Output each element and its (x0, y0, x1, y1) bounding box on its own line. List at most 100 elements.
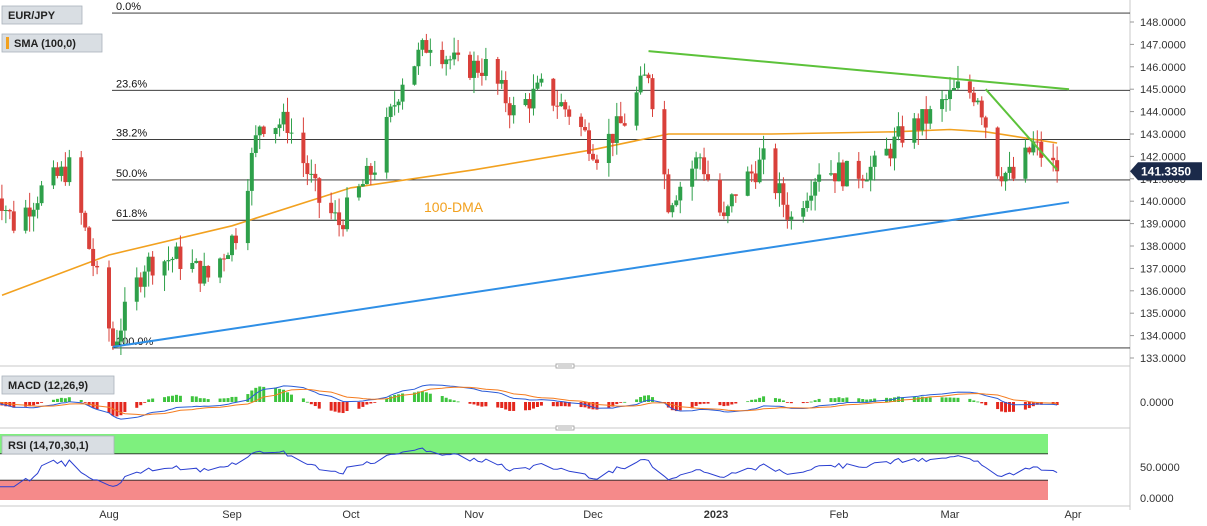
candle-body (610, 133, 615, 143)
candle (745, 166, 750, 197)
macd-histogram-bar (587, 402, 591, 409)
candle-body (452, 52, 457, 60)
fib-label: 0.0% (116, 1, 141, 13)
candle (396, 99, 401, 113)
candle (218, 257, 223, 284)
macd-histogram-bar (555, 402, 559, 407)
rsi-overbought-zone (0, 434, 1048, 454)
macd-histogram-bar (416, 391, 420, 402)
macd-histogram-bar (51, 399, 55, 402)
candle (694, 151, 699, 181)
month-label: Feb (829, 509, 848, 521)
candle-body (507, 103, 512, 116)
candle-body (975, 100, 980, 103)
macd-histogram-bar (781, 400, 785, 402)
candle-body (218, 258, 223, 278)
candle-body (1027, 147, 1032, 153)
candle-body (3, 209, 8, 211)
candle (646, 72, 651, 84)
candle (813, 177, 818, 211)
candle-body (281, 111, 286, 125)
candle (967, 74, 972, 99)
rsi-oversold-zone (0, 480, 1048, 500)
candle-body (638, 75, 643, 93)
macd-histogram-bar (635, 399, 639, 402)
candle-body (356, 186, 361, 198)
rsi-legend[interactable]: RSI (14,70,30,1) (1, 435, 115, 455)
candle (59, 161, 64, 182)
macd-histogram-bar (718, 402, 722, 406)
candle-body (31, 209, 36, 217)
candle (360, 179, 365, 187)
candle-body (678, 186, 683, 201)
macd-legend[interactable]: MACD (12,26,9) (1, 375, 115, 395)
candle-body (789, 216, 794, 220)
candle-body (253, 135, 258, 153)
trendline-resistance-long (648, 50, 1070, 91)
macd-histogram-bar (563, 402, 567, 407)
candle (844, 160, 849, 187)
price-tick-label: 142.0000 (1140, 151, 1186, 163)
candle (642, 63, 647, 76)
macd-histogram-bar (773, 398, 777, 402)
symbol-label[interactable]: EUR/JPY (1, 5, 83, 25)
price-axis: 148.0000 147.0000 146.0000 145.0000 144.0000… (1130, 17, 1202, 365)
price-tick-label: 136.0000 (1140, 286, 1186, 298)
candle-body (999, 176, 1004, 182)
candle (138, 272, 143, 293)
macd-histogram-bar (615, 402, 619, 405)
candle-body (118, 330, 123, 342)
macd-histogram-bar (151, 398, 155, 402)
macd-signal-line (0, 386, 1058, 416)
candle (412, 65, 417, 86)
macd-histogram-bar (4, 402, 8, 407)
macd-histogram-bar (873, 398, 877, 402)
candle-body (59, 166, 64, 176)
macd-histogram-bar (32, 402, 36, 406)
candle (0, 184, 4, 221)
candle (527, 93, 532, 123)
candle (706, 160, 711, 182)
macd-histogram-bar (996, 402, 1000, 410)
candle (114, 329, 119, 348)
macd-histogram-bar (178, 395, 182, 402)
candle-body (329, 202, 334, 214)
candle-body (162, 261, 167, 276)
sma-legend[interactable]: SMA (100,0) (1, 33, 103, 53)
macd-legend-text: MACD (12,26,9) (8, 380, 88, 392)
macd-histogram-bar (1039, 402, 1043, 405)
macd-histogram-bar (468, 402, 472, 404)
macd-histogram-bar (722, 402, 726, 407)
candle-body (749, 171, 754, 174)
candle (245, 179, 250, 251)
candle (606, 118, 611, 177)
candle (253, 125, 258, 158)
macd-histogram-bar (36, 402, 40, 405)
candle (337, 198, 342, 237)
macd-tick-label: 0.0000 (1140, 397, 1174, 409)
macd-histogram-bar (198, 398, 202, 402)
candle (273, 127, 278, 144)
macd-histogram-bar (746, 401, 750, 403)
candle-body (1039, 141, 1044, 158)
macd-histogram-bar (163, 397, 167, 402)
candle-body (206, 265, 211, 278)
macd-histogram-bar (702, 402, 706, 404)
month-label: Oct (342, 509, 359, 521)
candle-body (829, 173, 834, 175)
candle (983, 115, 988, 139)
candle (91, 238, 96, 277)
candle (868, 155, 873, 192)
candle-body (166, 260, 171, 262)
candle (583, 119, 588, 132)
candle-body (301, 132, 306, 164)
candle (587, 122, 592, 162)
rsi-tick-label: 50.0000 (1140, 462, 1180, 474)
candle-body (229, 235, 234, 256)
candle-body (499, 79, 504, 84)
candle-body (150, 256, 155, 276)
month-label: Sep (222, 509, 242, 521)
candle-body (67, 157, 72, 183)
macd-histogram-bar (234, 396, 238, 402)
